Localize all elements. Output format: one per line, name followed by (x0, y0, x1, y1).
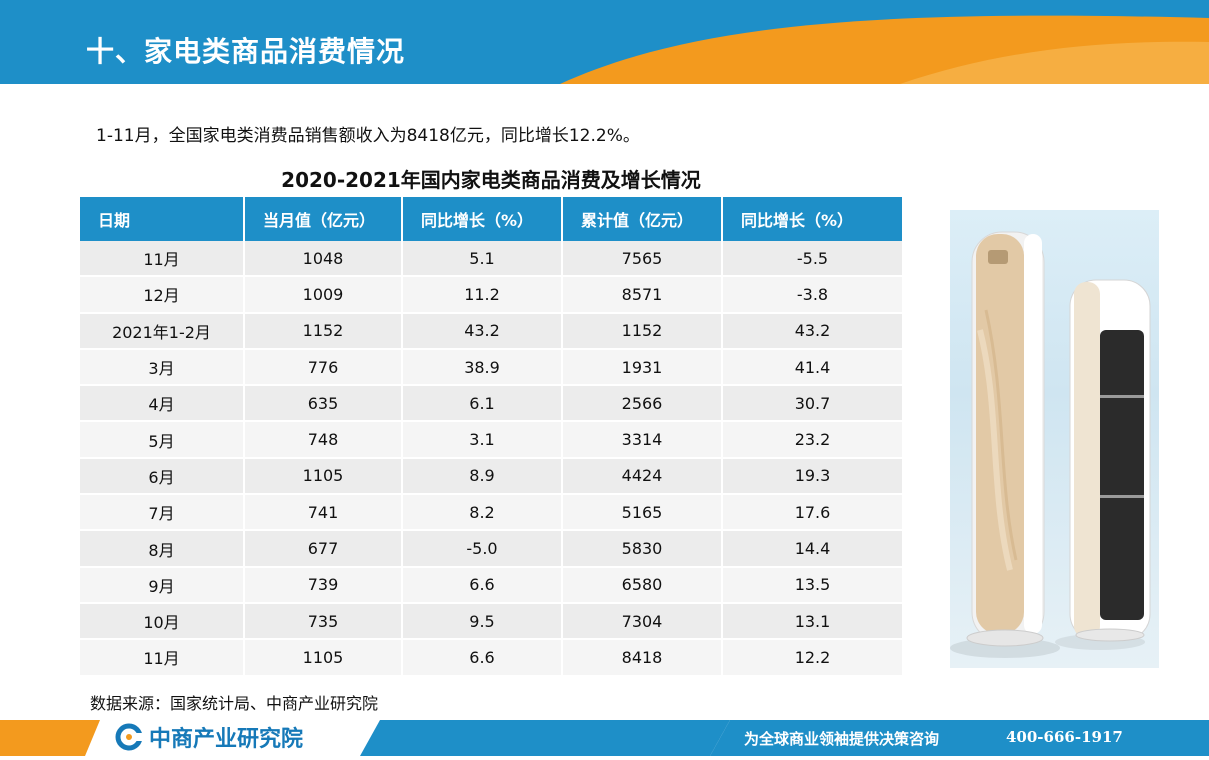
table-cell: 13.1 (722, 602, 902, 641)
table-cell: 1048 (244, 241, 403, 278)
table-cell: 1009 (244, 276, 403, 314)
table-cell: 11月 (80, 639, 245, 677)
table-cell: 6.1 (402, 385, 563, 423)
footer-bar (0, 720, 1209, 756)
table-row: 7月 741 8.2 5165 17.6 (80, 494, 902, 532)
table-cell: 12.2 (722, 639, 902, 677)
table-cell: 677 (244, 530, 403, 568)
table-cell: 1105 (244, 639, 403, 677)
table-cell: 1931 (562, 348, 723, 387)
table-cell: 635 (244, 385, 403, 423)
table-cell: 30.7 (722, 385, 902, 423)
table-cell: 7565 (562, 241, 723, 278)
table-row: 12月 1009 11.2 8571 -3.8 (80, 276, 902, 314)
table-cell: 4424 (562, 457, 723, 496)
table-cell: -5.5 (722, 241, 902, 278)
table-cell: 41.4 (722, 348, 902, 387)
table-cell: -5.0 (402, 530, 563, 568)
logo-text: 中商产业研究院 (149, 727, 304, 752)
footer-phone: 400-666-1917 (1006, 728, 1123, 746)
table-cell: 12月 (80, 276, 245, 314)
table-cell: 6.6 (402, 566, 563, 604)
data-source: 数据来源：国家统计局、中商产业研究院 (90, 694, 379, 713)
table-cell: 6580 (562, 566, 723, 604)
table-row: 3月 776 38.9 1931 41.4 (80, 348, 902, 387)
table-cell: 741 (244, 494, 403, 532)
table-cell: 2566 (562, 385, 723, 423)
column-header: 累计值（亿元） (562, 197, 723, 241)
table-cell: 8571 (562, 276, 723, 314)
table-cell: 8.9 (402, 457, 563, 496)
company-logo: 中商产业研究院 (115, 722, 303, 752)
table-cell: 19.3 (722, 457, 902, 496)
table-cell: 43.2 (402, 312, 563, 350)
table-cell: 4月 (80, 385, 245, 423)
table-row: 2021年1-2月 1152 43.2 1152 43.2 (80, 312, 902, 350)
table-cell: 739 (244, 566, 403, 604)
column-header: 当月值（亿元） (244, 197, 403, 241)
table-cell: 17.6 (722, 494, 902, 532)
table-cell: 5.1 (402, 241, 563, 278)
table-cell: 776 (244, 348, 403, 387)
table-cell: 5月 (80, 421, 245, 459)
footer-slogan: 为全球商业领袖提供决策咨询 (744, 730, 940, 748)
table-cell: 9月 (80, 566, 245, 604)
table-cell: 14.4 (722, 530, 902, 568)
table-cell: 6.6 (402, 639, 563, 677)
table-cell: 735 (244, 602, 403, 641)
table-cell: 3314 (562, 421, 723, 459)
table-cell: 5830 (562, 530, 723, 568)
table-cell: 5165 (562, 494, 723, 532)
table-row: 11月 1105 6.6 8418 12.2 (80, 639, 902, 677)
header-banner: 十、家电类商品消费情况 (0, 0, 1209, 84)
table-row: 11月 1048 5.1 7565 -5.5 (80, 241, 902, 278)
table-row: 6月 1105 8.9 4424 19.3 (80, 457, 902, 496)
table-row: 9月 739 6.6 6580 13.5 (80, 566, 902, 604)
column-header: 同比增长（%） (402, 197, 563, 241)
intro-text: 1-11月，全国家电类消费品销售额收入为8418亿元，同比增长12.2%。 (96, 126, 640, 146)
logo-icon (115, 723, 143, 751)
consumption-table: 日期 当月值（亿元） 同比增长（%） 累计值（亿元） 同比增长（%） 11月 10… (80, 197, 902, 677)
column-header: 同比增长（%） (722, 197, 902, 241)
table-cell: 38.9 (402, 348, 563, 387)
table-cell: 43.2 (722, 312, 902, 350)
air-conditioner-image (950, 210, 1159, 668)
table-cell: 6月 (80, 457, 245, 496)
table-body: 11月 1048 5.1 7565 -5.5 12月 1009 11.2 8571 -3.8 202… (80, 241, 902, 677)
column-header: 日期 (80, 197, 245, 241)
table-row: 10月 735 9.5 7304 13.1 (80, 602, 902, 641)
table-cell: 1152 (562, 312, 723, 350)
table-cell: 11月 (80, 241, 245, 278)
table-row: 4月 635 6.1 2566 30.7 (80, 385, 902, 423)
table-cell: 748 (244, 421, 403, 459)
table-cell: 3月 (80, 348, 245, 387)
table-cell: 7304 (562, 602, 723, 641)
table-row: 8月 677 -5.0 5830 14.4 (80, 530, 902, 568)
table-cell: 11.2 (402, 276, 563, 314)
table-cell: 8418 (562, 639, 723, 677)
table-cell: 23.2 (722, 421, 902, 459)
table-cell: 8.2 (402, 494, 563, 532)
table-cell: 3.1 (402, 421, 563, 459)
table-cell: 8月 (80, 530, 245, 568)
table-cell: 2021年1-2月 (80, 312, 245, 350)
table-cell: 1105 (244, 457, 403, 496)
table-title: 2020-2021年国内家电类商品消费及增长情况 (281, 168, 701, 192)
page-title: 十、家电类商品消费情况 (86, 35, 406, 68)
table-cell: 1152 (244, 312, 403, 350)
table-row: 5月 748 3.1 3314 23.2 (80, 421, 902, 459)
table-cell: 10月 (80, 602, 245, 641)
table-cell: -3.8 (722, 276, 902, 314)
table-cell: 9.5 (402, 602, 563, 641)
table-cell: 7月 (80, 494, 245, 532)
table-cell: 13.5 (722, 566, 902, 604)
table-header-row: 日期 当月值（亿元） 同比增长（%） 累计值（亿元） 同比增长（%） (80, 197, 902, 241)
